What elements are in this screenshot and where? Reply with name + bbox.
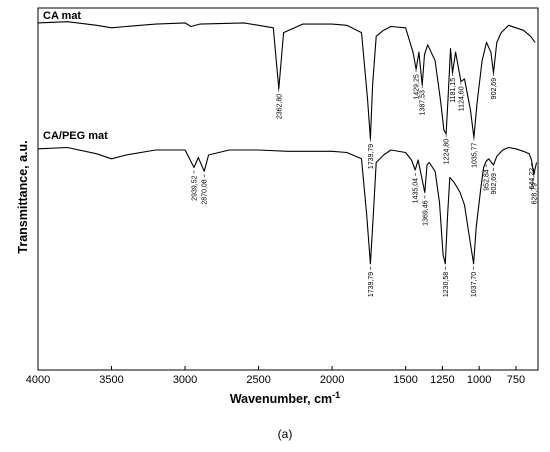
peak-label-13: 1435,04	[413, 178, 420, 203]
peak-label-19: 644,22	[529, 168, 536, 190]
peak-label-2: 1739,79	[368, 144, 375, 169]
peak-label-8: 1035,77	[471, 143, 478, 168]
peak-label-6: 1181,15	[450, 78, 457, 103]
plot-area: 4000 3500 3000 2500 2000 1500 1250 1000 750 CA ma…	[26, 7, 539, 386]
peak-label-14: 1369,46	[422, 200, 429, 225]
y-axis-label: Transmittance, a.u.	[16, 140, 30, 253]
series-line-2	[37, 146, 538, 265]
series-line-1	[37, 21, 536, 140]
series-title-2: CA/PEG mat	[43, 130, 108, 142]
peak-label-20: 628,79	[531, 183, 538, 205]
peak-label-3: 1429,25	[414, 74, 421, 99]
x-axis-label: Wavenumber, cm-1	[230, 390, 340, 406]
figure-caption: (a)	[278, 427, 293, 441]
plot-frame	[37, 7, 539, 371]
peak-label-16: 1037,70	[471, 272, 478, 297]
peak-label-12: 1739,79	[368, 272, 375, 297]
peak-label-18: 902,69	[491, 173, 498, 195]
x-tick-label-1000: 1000	[467, 374, 491, 386]
x-tick-label-2000: 2000	[320, 374, 344, 386]
x-tick-label-1500: 1500	[393, 374, 417, 386]
x-tick-label-3000: 3000	[173, 374, 197, 386]
peak-label-11: 2870,08	[202, 179, 209, 204]
series-title-1: CA mat	[43, 10, 81, 22]
x-tick-label-750: 750	[507, 374, 525, 386]
peak-label-7: 1124,60	[458, 86, 465, 111]
peak-label-4: 1387,53	[420, 90, 427, 115]
peak-label-15: 1230,58	[443, 272, 450, 297]
x-tick-label-2500: 2500	[246, 374, 270, 386]
peak-label-10: 2939,52	[192, 175, 199, 200]
peak-label-9: 902,69	[491, 78, 498, 100]
x-tick-label-4000: 4000	[26, 374, 50, 386]
peak-label-17: 952,84	[484, 169, 491, 191]
x-tick-label-3500: 3500	[99, 374, 123, 386]
peak-label-5: 1224,80	[444, 139, 451, 164]
peak-label-1: 2362,80	[276, 94, 283, 119]
x-tick-label-1250: 1250	[430, 374, 454, 386]
